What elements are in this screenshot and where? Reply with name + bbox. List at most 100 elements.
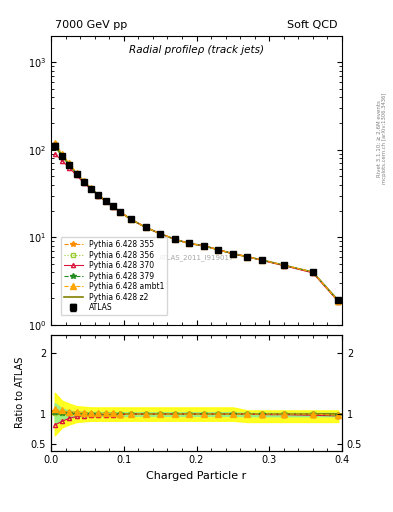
Pythia 6.428 379 <box>110 203 115 209</box>
Pythia 6.428 ambt1 <box>173 236 177 242</box>
Pythia 6.428 355 <box>336 298 341 304</box>
Pythia 6.428 356 <box>129 217 134 223</box>
Pythia 6.428 355 <box>173 236 177 242</box>
Y-axis label: Ratio to ATLAS: Ratio to ATLAS <box>15 357 25 429</box>
Pythia 6.428 ambt1 <box>245 253 250 260</box>
Pythia 6.428 356 <box>103 198 108 204</box>
Pythia 6.428 ambt1 <box>103 198 108 204</box>
Pythia 6.428 370 <box>60 158 64 164</box>
Pythia 6.428 ambt1 <box>187 241 192 247</box>
Pythia 6.428 z2 <box>216 247 221 253</box>
Pythia 6.428 379 <box>202 243 206 249</box>
Pythia 6.428 355 <box>245 253 250 260</box>
Pythia 6.428 356 <box>158 230 163 237</box>
Pythia 6.428 355 <box>260 257 264 263</box>
Line: Pythia 6.428 356: Pythia 6.428 356 <box>53 143 340 304</box>
Pythia 6.428 z2 <box>81 179 86 185</box>
Line: Pythia 6.428 z2: Pythia 6.428 z2 <box>55 146 338 301</box>
Pythia 6.428 ambt1 <box>231 250 235 257</box>
Pythia 6.428 370 <box>231 250 235 257</box>
Pythia 6.428 ambt1 <box>336 298 341 304</box>
Pythia 6.428 356 <box>81 179 86 185</box>
Pythia 6.428 z2 <box>202 243 206 249</box>
Pythia 6.428 ambt1 <box>118 209 123 215</box>
Pythia 6.428 z2 <box>231 250 235 257</box>
Pythia 6.428 z2 <box>96 192 101 198</box>
Pythia 6.428 370 <box>103 198 108 204</box>
Pythia 6.428 370 <box>260 258 264 264</box>
Line: Pythia 6.428 355: Pythia 6.428 355 <box>52 141 341 304</box>
Pythia 6.428 379 <box>129 217 134 223</box>
Pythia 6.428 379 <box>89 185 94 191</box>
Pythia 6.428 355 <box>143 224 148 230</box>
Pythia 6.428 z2 <box>110 203 115 209</box>
Pythia 6.428 356 <box>60 153 64 159</box>
Pythia 6.428 z2 <box>336 297 341 304</box>
Pythia 6.428 355 <box>103 198 108 204</box>
Pythia 6.428 355 <box>60 152 64 158</box>
Pythia 6.428 356 <box>89 185 94 191</box>
Pythia 6.428 379 <box>173 236 177 242</box>
Pythia 6.428 z2 <box>158 230 163 237</box>
Pythia 6.428 z2 <box>74 171 79 177</box>
Pythia 6.428 355 <box>216 247 221 253</box>
Pythia 6.428 z2 <box>129 217 134 223</box>
Line: Pythia 6.428 370: Pythia 6.428 370 <box>53 152 340 304</box>
Pythia 6.428 356 <box>96 192 101 198</box>
Text: Soft QCD: Soft QCD <box>288 20 338 31</box>
Pythia 6.428 370 <box>118 209 123 216</box>
Pythia 6.428 z2 <box>187 241 192 247</box>
Pythia 6.428 ambt1 <box>281 262 286 268</box>
Pythia 6.428 379 <box>103 198 108 204</box>
Pythia 6.428 355 <box>52 141 57 147</box>
Pythia 6.428 379 <box>310 269 315 275</box>
Pythia 6.428 z2 <box>281 262 286 268</box>
Pythia 6.428 z2 <box>103 198 108 204</box>
Pythia 6.428 370 <box>67 165 72 171</box>
Text: ATLAS_2011_I919017: ATLAS_2011_I919017 <box>159 254 234 261</box>
Pythia 6.428 379 <box>260 257 264 263</box>
Pythia 6.428 356 <box>202 243 206 249</box>
Pythia 6.428 355 <box>202 243 206 249</box>
Pythia 6.428 355 <box>67 161 72 167</box>
Pythia 6.428 ambt1 <box>110 203 115 209</box>
Pythia 6.428 379 <box>143 224 148 230</box>
Pythia 6.428 370 <box>245 253 250 260</box>
Pythia 6.428 ambt1 <box>52 140 57 146</box>
Pythia 6.428 ambt1 <box>216 247 221 253</box>
Pythia 6.428 379 <box>52 142 57 148</box>
Pythia 6.428 370 <box>96 193 101 199</box>
Pythia 6.428 356 <box>187 241 192 247</box>
Pythia 6.428 ambt1 <box>143 224 148 230</box>
Pythia 6.428 z2 <box>260 257 264 263</box>
Pythia 6.428 z2 <box>143 224 148 230</box>
Pythia 6.428 370 <box>81 180 86 186</box>
Pythia 6.428 ambt1 <box>60 151 64 157</box>
Pythia 6.428 356 <box>310 269 315 275</box>
Pythia 6.428 z2 <box>52 143 57 149</box>
Pythia 6.428 ambt1 <box>74 169 79 176</box>
Pythia 6.428 370 <box>310 270 315 276</box>
Pythia 6.428 370 <box>202 243 206 249</box>
Pythia 6.428 356 <box>74 171 79 177</box>
Pythia 6.428 379 <box>245 253 250 260</box>
Pythia 6.428 ambt1 <box>202 243 206 249</box>
Pythia 6.428 379 <box>118 209 123 215</box>
Pythia 6.428 356 <box>67 161 72 167</box>
Pythia 6.428 z2 <box>60 153 64 159</box>
Pythia 6.428 ambt1 <box>260 257 264 263</box>
Pythia 6.428 ambt1 <box>89 185 94 191</box>
Text: mcplots.cern.ch [arXiv:1306.3436]: mcplots.cern.ch [arXiv:1306.3436] <box>382 93 387 184</box>
Pythia 6.428 355 <box>110 203 115 209</box>
Pythia 6.428 356 <box>216 247 221 253</box>
Pythia 6.428 370 <box>143 224 148 230</box>
Pythia 6.428 379 <box>81 179 86 185</box>
Pythia 6.428 356 <box>245 253 250 260</box>
Pythia 6.428 370 <box>89 186 94 193</box>
Pythia 6.428 ambt1 <box>310 269 315 275</box>
Line: Pythia 6.428 ambt1: Pythia 6.428 ambt1 <box>52 140 341 304</box>
Pythia 6.428 370 <box>110 204 115 210</box>
Pythia 6.428 370 <box>336 298 341 305</box>
Pythia 6.428 379 <box>96 192 101 198</box>
Pythia 6.428 370 <box>281 263 286 269</box>
